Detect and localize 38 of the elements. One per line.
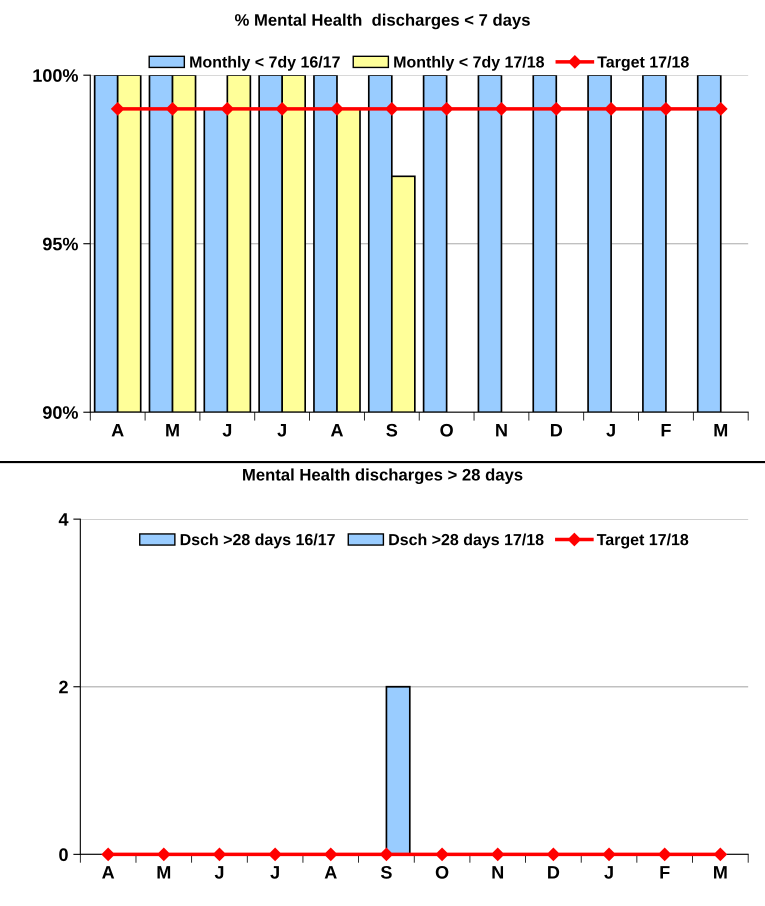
legend-label: Dsch >28 days 17/18 (389, 534, 544, 548)
x-tick-label: M (714, 424, 728, 436)
y-tick-label: 100% (33, 69, 78, 82)
x-tick-label: A (330, 424, 344, 436)
x-tick-label: J (270, 866, 279, 879)
x-tick-label: F (660, 866, 670, 879)
x-tick-label: O (440, 424, 453, 437)
legend-label: Target 17/18 (596, 534, 688, 548)
x-tick-label: A (112, 424, 124, 436)
x-tick-label: J (214, 866, 224, 879)
legend-label: Target 17/18 (597, 56, 689, 71)
x-tick-label: J (604, 866, 613, 879)
x-tick-label: M (166, 424, 179, 436)
x-tick-label: S (380, 866, 392, 879)
y-tick-label: 0 (59, 848, 68, 862)
y-tick-label: 4 (58, 513, 68, 526)
x-tick-label: A (102, 866, 114, 879)
legend-label: Dsch >28 days 16/17 (180, 534, 335, 548)
x-tick-label: D (550, 424, 562, 436)
x-tick-label: D (548, 866, 560, 879)
y-tick-label: 90% (42, 406, 78, 419)
legend-label: Monthly < 7dy 17/18 (394, 56, 544, 71)
x-tick-label: J (277, 424, 286, 437)
x-tick-label: M (714, 866, 727, 879)
x-tick-label: J (606, 424, 615, 437)
x-tick-label: O (436, 866, 448, 879)
x-tick-label: J (222, 424, 232, 437)
y-tick-label: 95% (42, 238, 78, 250)
x-tick-label: S (386, 424, 398, 437)
legend-label: Monthly < 7dy 16/17 (190, 56, 340, 71)
x-tick-label: A (324, 866, 337, 879)
x-tick-label: N (496, 424, 507, 436)
chart-title: Mental Health discharges > 28 days (243, 468, 522, 484)
chart-title: % Mental Health discharges < 7 days (234, 14, 530, 30)
x-tick-label: N (492, 866, 504, 879)
x-tick-label: M (157, 866, 170, 879)
x-tick-label: F (662, 424, 671, 436)
y-tick-label: 2 (59, 680, 68, 694)
